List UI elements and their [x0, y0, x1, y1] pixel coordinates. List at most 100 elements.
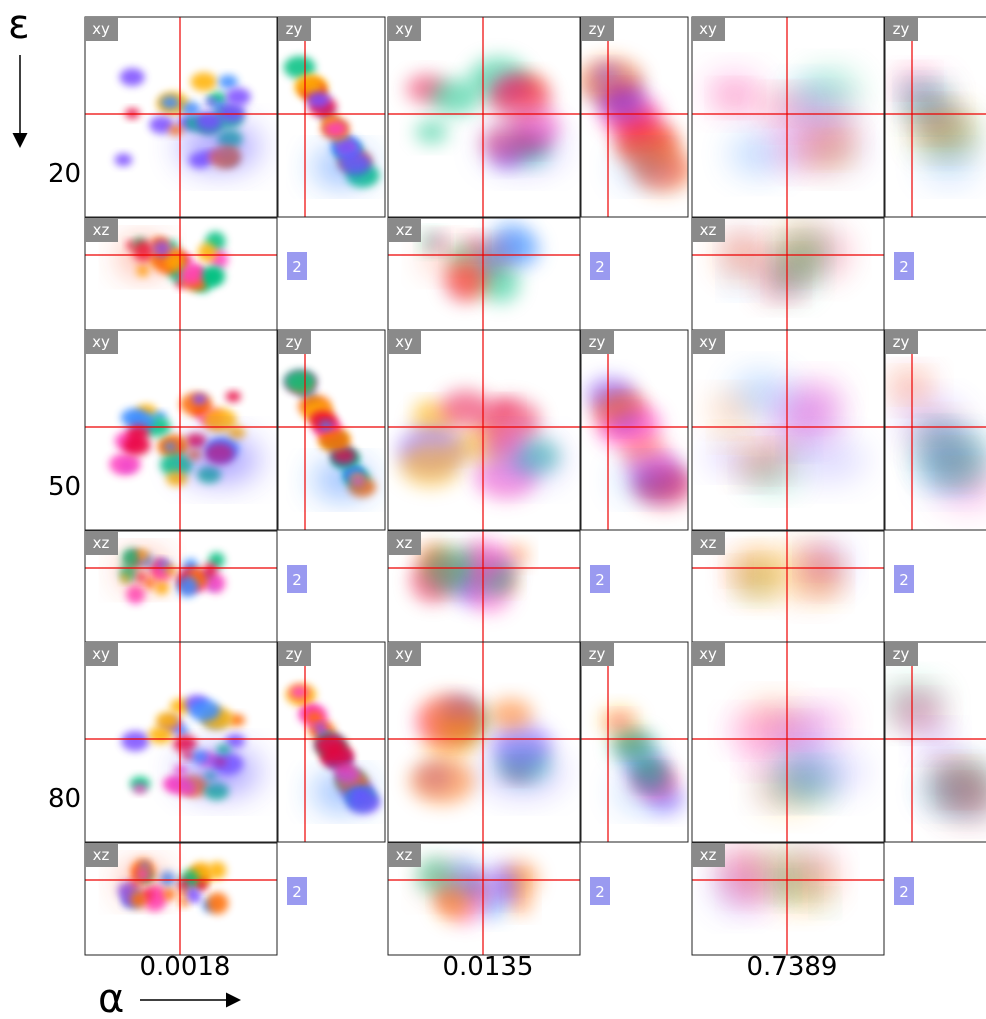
blob: [893, 373, 925, 396]
blob: [305, 711, 323, 724]
blob: [179, 438, 260, 482]
blob: [202, 267, 221, 286]
xz-panel: xz: [691, 217, 885, 331]
blob: [189, 892, 201, 903]
blob: [921, 776, 978, 808]
blob: [786, 125, 867, 169]
xy-panel: xy: [387, 16, 581, 218]
panel-tag: [388, 531, 421, 555]
column-label: 0.0135: [443, 952, 534, 982]
blob: [160, 95, 180, 110]
blob: [617, 151, 674, 183]
panel-image: [885, 642, 986, 842]
panel-tag: [692, 218, 725, 242]
blob: [482, 750, 563, 794]
blob: [488, 698, 533, 731]
blob: [776, 398, 840, 443]
panel-image: [388, 330, 580, 530]
blob: [179, 750, 260, 794]
panel-tag: [388, 330, 421, 354]
blob: [423, 554, 468, 587]
panel-tag: [388, 843, 421, 867]
badge-label: 2: [595, 883, 605, 901]
badge-box: [894, 877, 914, 905]
xy-panel: xy: [387, 329, 581, 531]
blob: [149, 115, 175, 134]
blob: [484, 863, 520, 899]
panel-tag: [278, 642, 311, 666]
xy-panel: xy: [691, 16, 885, 218]
blob: [208, 861, 227, 880]
panel-tag: [692, 330, 725, 354]
panel-tag-label: xz: [93, 846, 110, 864]
panel-image: [388, 218, 580, 330]
blob: [319, 420, 333, 430]
badge-label: 2: [595, 258, 605, 276]
blob: [120, 866, 165, 899]
blob: [163, 442, 177, 451]
panel-tag-label: xy: [92, 333, 110, 351]
panel-border: [84, 641, 278, 843]
panel-image: [85, 642, 277, 842]
panel-tag: [388, 642, 421, 666]
blob: [319, 429, 350, 452]
panel-tag: [85, 642, 118, 666]
blob: [776, 223, 816, 262]
blob: [786, 750, 867, 794]
panel-image: [85, 531, 277, 643]
panel-border: [884, 329, 986, 531]
blob: [181, 101, 201, 116]
blob: [446, 440, 473, 459]
zy-panel: zy: [884, 16, 986, 218]
panel-border: [691, 329, 885, 531]
panel-tag: [388, 218, 421, 242]
panel-border: [277, 641, 386, 843]
panel-tag: [85, 531, 118, 555]
badge-box: [590, 877, 610, 905]
blob: [399, 443, 462, 488]
xy-panel: xy: [387, 641, 581, 843]
xz-panel: xz: [387, 217, 581, 331]
blob: [122, 435, 151, 456]
xz-panel: xz: [387, 842, 581, 956]
blob: [196, 880, 208, 891]
panel-tag-label: xz: [93, 221, 110, 239]
zy-panel: zy: [277, 641, 386, 843]
blob: [189, 699, 221, 722]
blob: [165, 565, 176, 576]
blob: [179, 125, 260, 169]
blob: [916, 728, 954, 755]
xz-panel: xz: [387, 530, 581, 644]
alpha-label: α: [98, 976, 124, 1019]
epsilon-label: ε: [8, 2, 30, 48]
panel-image: [388, 17, 580, 217]
panel-tag: [692, 531, 725, 555]
panel-tag: [388, 17, 421, 41]
panel-tag: [885, 17, 918, 41]
blob: [324, 120, 347, 137]
blob: [601, 86, 646, 119]
zy-panel: zy: [277, 329, 386, 531]
blob: [126, 585, 146, 604]
blob: [133, 783, 147, 794]
panel-border: [84, 16, 278, 218]
panel-image: [581, 17, 688, 217]
panel-tag: [278, 17, 311, 41]
panel-image: [278, 330, 385, 530]
panel-tag-label: zy: [589, 20, 606, 38]
panel-border: [84, 842, 278, 956]
blob: [331, 447, 357, 466]
panel-tag-label: zy: [893, 20, 910, 38]
blob: [120, 554, 165, 587]
blob: [718, 428, 743, 446]
blob: [197, 243, 217, 263]
blob: [178, 879, 190, 891]
zy-panel: zy: [277, 16, 386, 218]
panel-image: [692, 17, 884, 217]
blob: [283, 56, 316, 79]
blob: [779, 719, 810, 741]
blob: [314, 151, 371, 183]
xz-panel: xz: [691, 842, 885, 956]
blob: [415, 120, 448, 144]
